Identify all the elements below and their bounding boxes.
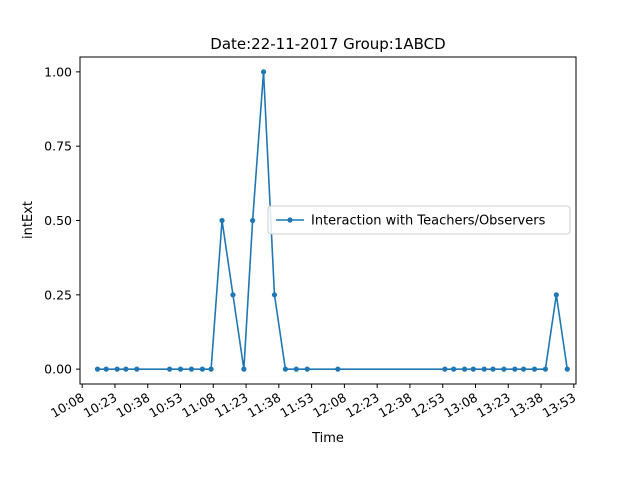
data-point xyxy=(250,217,256,224)
x-axis-label: Time xyxy=(311,431,344,446)
x-tick-label: 11:08 xyxy=(179,390,218,421)
x-tick-label: 10:23 xyxy=(81,390,120,421)
x-tick-label: 13:23 xyxy=(474,390,513,421)
y-tick-label: 0.25 xyxy=(44,287,72,302)
data-point xyxy=(219,217,225,224)
data-point xyxy=(501,366,507,372)
data-point xyxy=(230,292,236,298)
data-point xyxy=(114,366,120,372)
chart-title: Date:22-11-2017 Group:1ABCD xyxy=(210,35,445,53)
x-tick-label: 11:23 xyxy=(212,390,251,421)
data-point xyxy=(335,366,341,372)
legend-box xyxy=(267,205,571,235)
data-point xyxy=(490,366,496,372)
y-tick-label: 0.50 xyxy=(44,213,72,228)
data-point xyxy=(199,366,205,372)
data-point xyxy=(188,366,195,372)
x-tick-label: 10:08 xyxy=(48,390,87,421)
y-tick-label: 0.75 xyxy=(44,139,72,154)
data-point xyxy=(564,366,570,372)
y-tick-label: 1.00 xyxy=(44,64,72,79)
x-tick-label: 13:08 xyxy=(441,390,480,421)
x-tick-label: 12:38 xyxy=(376,390,415,421)
x-tick-label: 12:53 xyxy=(409,390,448,421)
x-tick-label: 11:38 xyxy=(245,390,284,421)
x-tick-label: 12:23 xyxy=(343,390,382,421)
x-tick-label: 11:53 xyxy=(277,390,316,421)
plot-area xyxy=(94,69,570,372)
data-point xyxy=(271,292,278,298)
legend-marker xyxy=(287,217,293,223)
data-point xyxy=(304,366,310,372)
data-point xyxy=(293,366,299,372)
legend-entry: Interaction with Teachers/Observers xyxy=(311,214,546,229)
data-point xyxy=(520,366,527,372)
data-point xyxy=(542,366,549,372)
y-axis-label: intExt xyxy=(21,201,36,239)
data-point xyxy=(451,366,457,372)
data-point xyxy=(470,366,476,372)
x-tick-label: 13:38 xyxy=(507,390,546,421)
data-point xyxy=(553,292,559,298)
data-point xyxy=(94,366,101,372)
x-tick-label: 13:53 xyxy=(540,390,579,421)
data-point xyxy=(442,366,448,372)
data-point xyxy=(103,366,109,372)
data-point xyxy=(282,366,288,372)
data-point xyxy=(481,366,487,372)
data-point xyxy=(461,366,468,372)
x-tick-label: 12:08 xyxy=(310,390,349,421)
data-point xyxy=(134,366,140,372)
data-point xyxy=(123,366,129,372)
data-point xyxy=(208,366,214,372)
data-point xyxy=(166,366,173,372)
data-point xyxy=(531,366,538,372)
y-tick-label: 0.00 xyxy=(44,362,72,377)
legend: Interaction with Teachers/Observers xyxy=(267,205,571,235)
data-point xyxy=(241,366,247,372)
data-point xyxy=(260,69,267,75)
data-point xyxy=(177,366,184,372)
x-tick-label: 10:53 xyxy=(146,390,185,421)
data-point xyxy=(512,366,518,372)
x-tick-label: 10:38 xyxy=(114,390,153,421)
